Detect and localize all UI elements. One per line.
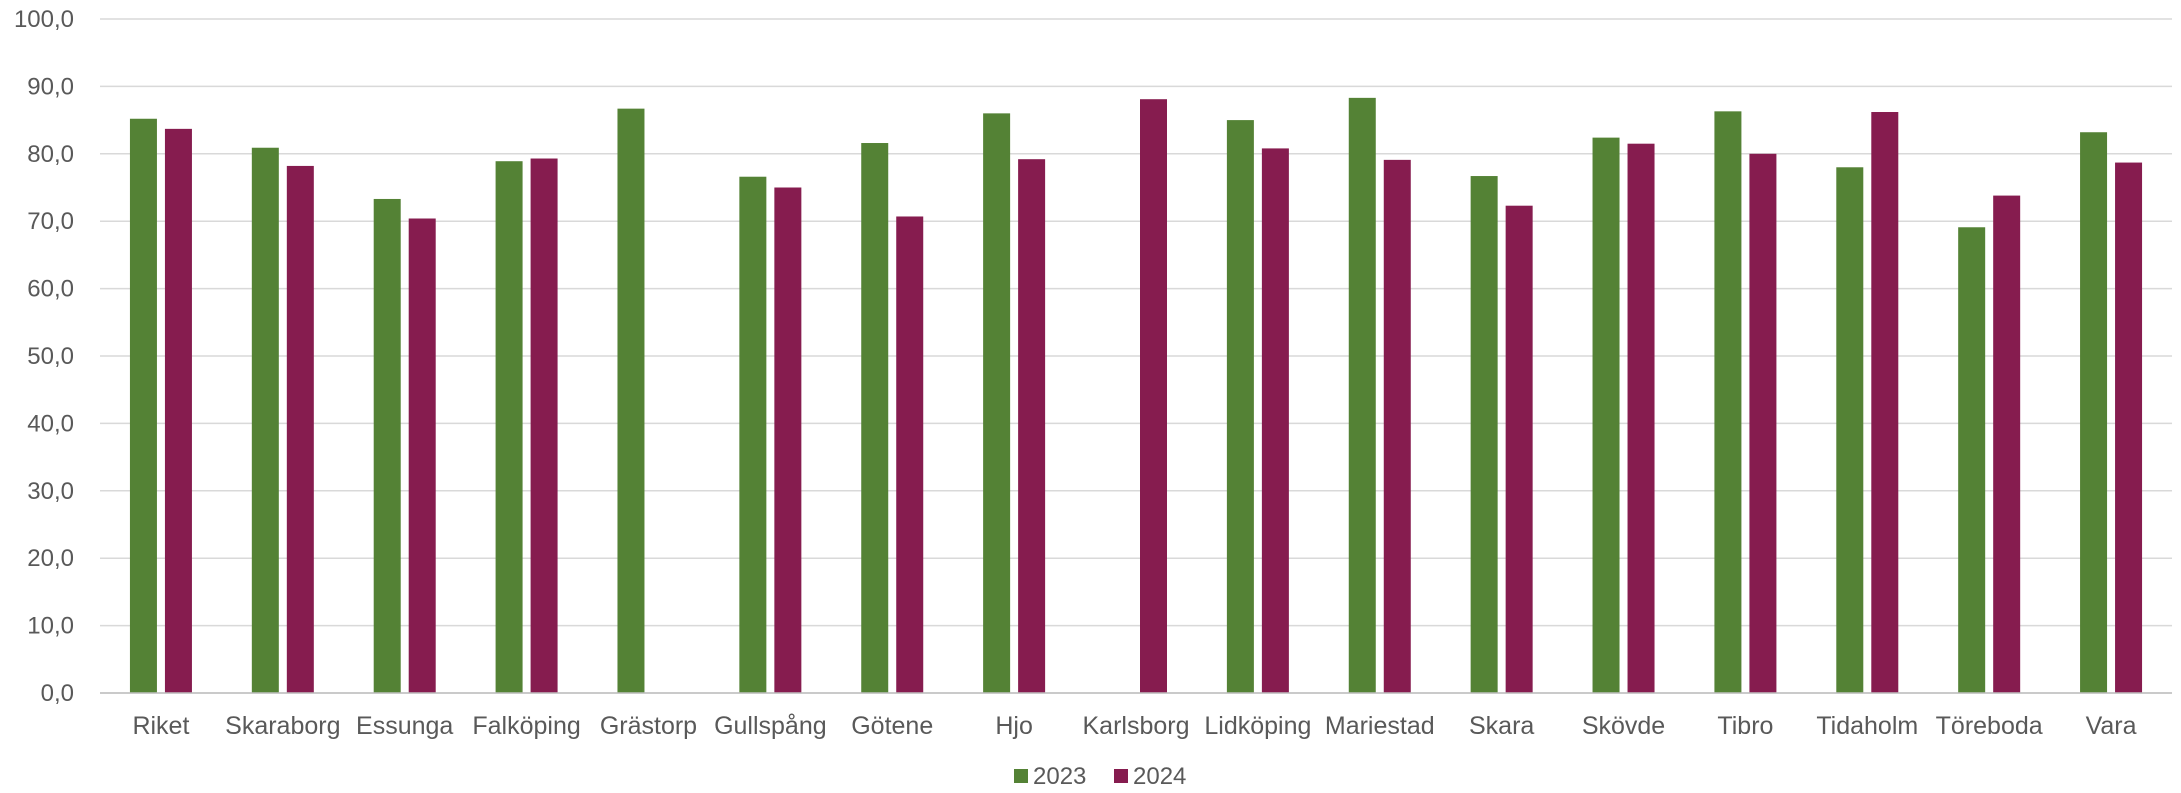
bar-2023-mariestad bbox=[1348, 97, 1376, 693]
legend-label: 2024 bbox=[1133, 763, 1186, 788]
y-tick-label: 60,0 bbox=[27, 276, 74, 303]
x-tick-label: Götene bbox=[851, 712, 933, 740]
bar-2023-tidaholm bbox=[1836, 167, 1864, 693]
bar-2024-vara bbox=[2115, 162, 2143, 693]
legend-label: 2023 bbox=[1033, 763, 1086, 788]
bars bbox=[129, 97, 2143, 694]
legend-swatch-2023 bbox=[1014, 769, 1028, 783]
bar-2023-vara bbox=[2080, 132, 2108, 693]
bar-2024-tidaholm bbox=[1871, 112, 1899, 693]
gridlines bbox=[100, 18, 2172, 694]
y-tick-label: 50,0 bbox=[27, 343, 74, 370]
bar-2023-götene bbox=[861, 143, 889, 694]
y-tick-label: 70,0 bbox=[27, 208, 74, 235]
x-tick-label: Vara bbox=[2086, 712, 2137, 740]
bar-2024-skövde bbox=[1627, 143, 1655, 693]
bar-2024-essunga bbox=[408, 218, 436, 693]
axes: 0,0 10,0 20,0 30,0 40,0 50,0 60,0 70,0 80,0 90,0 1… bbox=[14, 6, 2172, 740]
y-tick-label: 10,0 bbox=[27, 613, 74, 640]
bar-2023-hjo bbox=[983, 113, 1011, 694]
x-tick-label: Gullspång bbox=[714, 712, 827, 740]
bar-2024-skara bbox=[1505, 205, 1533, 693]
bar-2023-töreboda bbox=[1958, 227, 1986, 694]
bar-2024-falköping bbox=[530, 158, 558, 693]
x-tick-label: Lidköping bbox=[1204, 712, 1311, 740]
x-tick-label: Skövde bbox=[1582, 712, 1665, 740]
bar-2023-essunga bbox=[373, 198, 401, 693]
bar-2023-skövde bbox=[1592, 137, 1620, 693]
y-tick-label: 90,0 bbox=[27, 73, 74, 100]
bar-2023-lidköping bbox=[1226, 120, 1254, 694]
bar-2024-riket bbox=[164, 128, 192, 693]
bar-2023-skaraborg bbox=[251, 147, 279, 693]
x-tick-label: Skaraborg bbox=[225, 712, 340, 740]
bar-2024-skaraborg bbox=[286, 165, 314, 693]
x-tick-label: Tibro bbox=[1717, 712, 1773, 740]
x-tick-label: Falköping bbox=[472, 712, 580, 740]
bar-2023-riket bbox=[129, 118, 157, 693]
x-tick-label: Tidaholm bbox=[1816, 712, 1918, 740]
x-tick-label: Hjo bbox=[995, 712, 1033, 740]
x-tick-label: Riket bbox=[132, 712, 189, 740]
bar-2023-grästorp bbox=[617, 108, 645, 694]
bar-2024-karlsborg bbox=[1140, 99, 1167, 694]
bar-2024-hjo bbox=[1018, 159, 1046, 693]
legend-swatch-2024 bbox=[1114, 769, 1128, 783]
bar-2024-mariestad bbox=[1383, 159, 1411, 694]
bar-2024-töreboda bbox=[1993, 195, 2021, 693]
bar-2024-götene bbox=[896, 216, 924, 693]
y-tick-label: 30,0 bbox=[27, 478, 74, 505]
x-tick-label: Karlsborg bbox=[1083, 712, 1190, 740]
bar-2023-falköping bbox=[495, 161, 523, 694]
y-tick-label: 40,0 bbox=[27, 410, 74, 437]
bar-2024-gullspång bbox=[774, 187, 802, 693]
legend: 2023 2024 bbox=[1014, 763, 1186, 790]
x-tick-label: Skara bbox=[1469, 712, 1534, 740]
bar-2023-skara bbox=[1470, 176, 1498, 694]
x-tick-label: Grästorp bbox=[600, 712, 697, 740]
bar-2024-lidköping bbox=[1261, 148, 1289, 693]
y-tick-label: 80,0 bbox=[27, 141, 74, 168]
bar-2024-tibro bbox=[1749, 153, 1777, 694]
x-tick-label: Mariestad bbox=[1325, 712, 1435, 740]
bar-2023-gullspång bbox=[739, 176, 767, 693]
y-tick-label: 0,0 bbox=[41, 680, 74, 707]
bar-2023-tibro bbox=[1714, 111, 1742, 693]
x-tick-label: Essunga bbox=[356, 712, 453, 740]
y-tick-label: 100,0 bbox=[14, 6, 74, 33]
y-tick-label: 20,0 bbox=[27, 545, 74, 572]
x-tick-label: Töreboda bbox=[1936, 712, 2043, 740]
